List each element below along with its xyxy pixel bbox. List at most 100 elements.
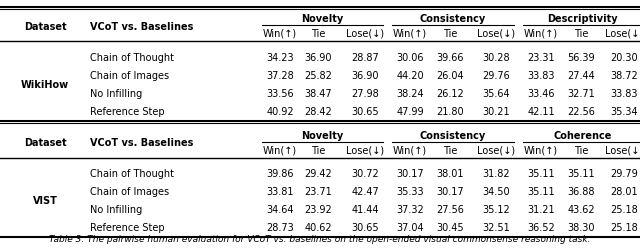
Text: 28.73: 28.73 xyxy=(266,222,294,232)
Text: 34.23: 34.23 xyxy=(266,53,294,63)
Text: Chain of Images: Chain of Images xyxy=(90,186,169,196)
Text: Lose(↓): Lose(↓) xyxy=(605,29,640,39)
Text: 40.92: 40.92 xyxy=(266,106,294,117)
Text: Lose(↓): Lose(↓) xyxy=(346,146,384,156)
Text: 33.83: 33.83 xyxy=(527,71,555,81)
Text: Win(↑): Win(↑) xyxy=(524,29,558,39)
Text: 40.62: 40.62 xyxy=(304,222,332,232)
Text: 37.04: 37.04 xyxy=(396,222,424,232)
Text: 36.90: 36.90 xyxy=(351,71,379,81)
Text: 37.28: 37.28 xyxy=(266,71,294,81)
Text: 30.72: 30.72 xyxy=(351,168,379,178)
Text: 30.06: 30.06 xyxy=(396,53,424,63)
Text: 42.47: 42.47 xyxy=(351,186,379,196)
Text: 23.92: 23.92 xyxy=(304,204,332,214)
Text: Tie: Tie xyxy=(443,29,457,39)
Text: 23.31: 23.31 xyxy=(527,53,555,63)
Text: Chain of Images: Chain of Images xyxy=(90,71,169,81)
Text: 28.01: 28.01 xyxy=(610,186,638,196)
Text: Tie: Tie xyxy=(311,146,325,156)
Text: 36.52: 36.52 xyxy=(527,222,555,232)
Text: Lose(↓): Lose(↓) xyxy=(605,146,640,156)
Text: 30.17: 30.17 xyxy=(396,168,424,178)
Text: Novelty: Novelty xyxy=(301,130,344,140)
Text: Win(↑): Win(↑) xyxy=(263,29,297,39)
Text: 56.39: 56.39 xyxy=(567,53,595,63)
Text: 33.83: 33.83 xyxy=(611,89,637,99)
Text: Reference Step: Reference Step xyxy=(90,222,164,232)
Text: 25.82: 25.82 xyxy=(304,71,332,81)
Text: 47.99: 47.99 xyxy=(396,106,424,117)
Text: 30.21: 30.21 xyxy=(482,106,510,117)
Text: 30.45: 30.45 xyxy=(436,222,464,232)
Text: 32.71: 32.71 xyxy=(567,89,595,99)
Text: 23.71: 23.71 xyxy=(304,186,332,196)
Text: Dataset: Dataset xyxy=(24,22,67,31)
Text: Consistency: Consistency xyxy=(420,14,486,24)
Text: Win(↑): Win(↑) xyxy=(263,146,297,156)
Text: 34.50: 34.50 xyxy=(482,186,510,196)
Text: 26.12: 26.12 xyxy=(436,89,464,99)
Text: Lose(↓): Lose(↓) xyxy=(477,146,515,156)
Text: 34.64: 34.64 xyxy=(266,204,294,214)
Text: No Infilling: No Infilling xyxy=(90,204,142,214)
Text: Descriptivity: Descriptivity xyxy=(547,14,618,24)
Text: 35.34: 35.34 xyxy=(610,106,638,117)
Text: Chain of Thought: Chain of Thought xyxy=(90,168,174,178)
Text: 30.65: 30.65 xyxy=(351,106,379,117)
Text: 29.79: 29.79 xyxy=(610,168,638,178)
Text: 35.11: 35.11 xyxy=(527,168,555,178)
Text: Tie: Tie xyxy=(443,146,457,156)
Text: 21.80: 21.80 xyxy=(436,106,464,117)
Text: VCoT vs. Baselines: VCoT vs. Baselines xyxy=(90,22,193,31)
Text: Chain of Thought: Chain of Thought xyxy=(90,53,174,63)
Text: 39.86: 39.86 xyxy=(266,168,294,178)
Text: 35.12: 35.12 xyxy=(482,204,510,214)
Text: 38.01: 38.01 xyxy=(436,168,464,178)
Text: 38.24: 38.24 xyxy=(396,89,424,99)
Text: 28.87: 28.87 xyxy=(351,53,379,63)
Text: Table 3: The pairwise human evaluation for VCoT vs. baselines on the open-ended : Table 3: The pairwise human evaluation f… xyxy=(49,234,591,244)
Text: Tie: Tie xyxy=(574,146,588,156)
Text: 44.20: 44.20 xyxy=(396,71,424,81)
Text: Consistency: Consistency xyxy=(420,130,486,140)
Text: 27.44: 27.44 xyxy=(567,71,595,81)
Text: 38.47: 38.47 xyxy=(304,89,332,99)
Text: Lose(↓): Lose(↓) xyxy=(346,29,384,39)
Text: 36.88: 36.88 xyxy=(567,186,595,196)
Text: 20.30: 20.30 xyxy=(610,53,638,63)
Text: No Infilling: No Infilling xyxy=(90,89,142,99)
Text: 25.18: 25.18 xyxy=(610,204,638,214)
Text: Win(↑): Win(↑) xyxy=(524,146,558,156)
Text: 26.04: 26.04 xyxy=(436,71,464,81)
Text: 25.18: 25.18 xyxy=(610,222,638,232)
Text: 29.42: 29.42 xyxy=(304,168,332,178)
Text: 33.46: 33.46 xyxy=(527,89,555,99)
Text: WikiHow: WikiHow xyxy=(21,80,69,90)
Text: Tie: Tie xyxy=(311,29,325,39)
Text: 35.33: 35.33 xyxy=(396,186,424,196)
Text: 28.42: 28.42 xyxy=(304,106,332,117)
Text: 27.98: 27.98 xyxy=(351,89,379,99)
Text: Win(↑): Win(↑) xyxy=(393,146,427,156)
Text: 38.72: 38.72 xyxy=(610,71,638,81)
Text: Tie: Tie xyxy=(574,29,588,39)
Text: 30.28: 30.28 xyxy=(482,53,510,63)
Text: 42.11: 42.11 xyxy=(527,106,555,117)
Text: 36.90: 36.90 xyxy=(304,53,332,63)
Text: 29.76: 29.76 xyxy=(482,71,510,81)
Text: 35.11: 35.11 xyxy=(567,168,595,178)
Text: 31.21: 31.21 xyxy=(527,204,555,214)
Text: 35.64: 35.64 xyxy=(482,89,510,99)
Text: 27.56: 27.56 xyxy=(436,204,464,214)
Text: 35.11: 35.11 xyxy=(527,186,555,196)
Text: 39.66: 39.66 xyxy=(436,53,464,63)
Text: 30.65: 30.65 xyxy=(351,222,379,232)
Text: 43.62: 43.62 xyxy=(567,204,595,214)
Text: 32.51: 32.51 xyxy=(482,222,510,232)
Text: Coherence: Coherence xyxy=(554,130,612,140)
Text: 37.32: 37.32 xyxy=(396,204,424,214)
Text: 30.17: 30.17 xyxy=(436,186,464,196)
Text: Reference Step: Reference Step xyxy=(90,106,164,117)
Text: 31.82: 31.82 xyxy=(482,168,510,178)
